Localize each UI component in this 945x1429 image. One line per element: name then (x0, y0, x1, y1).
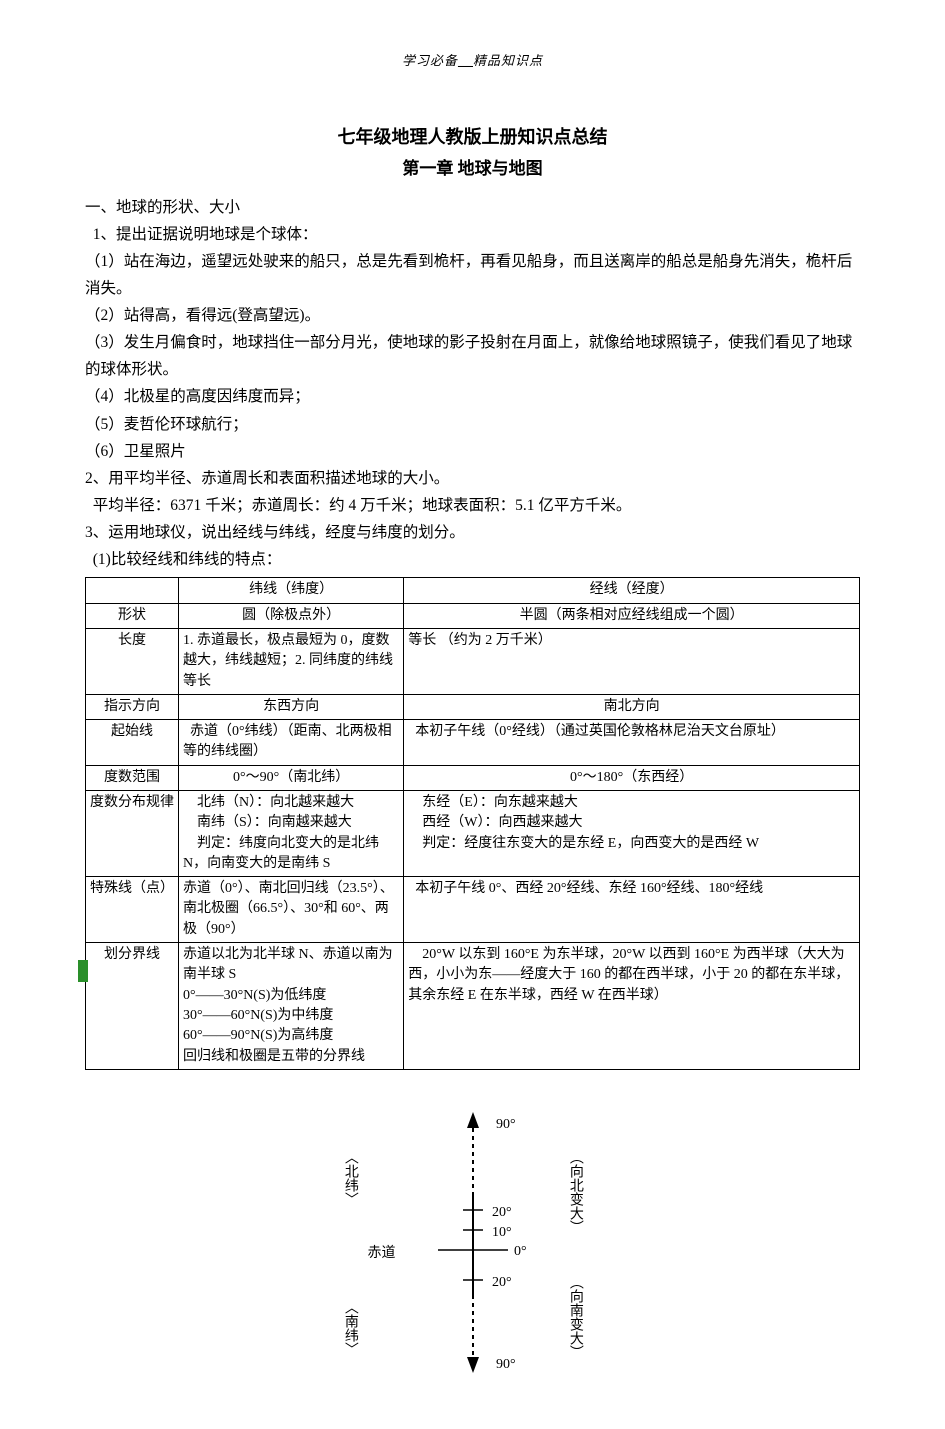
table-row: 形状 圆（除极点外） 半圆（两条相对应经线组成一个圆） (86, 603, 860, 628)
point-1-6: （6）卫星照片 (85, 438, 860, 465)
table-row: 指示方向 东西方向 南北方向 (86, 694, 860, 719)
row-range: 度数范围 (86, 765, 179, 790)
label-south-lat: 〈南纬〉 (343, 1300, 358, 1356)
point-2: 2、用平均半径、赤道周长和表面积描述地球的大小。 (85, 465, 860, 492)
header-right: 精品知识点 (473, 53, 543, 68)
th-blank (86, 578, 179, 603)
table-row: 度数分布规律 北纬（N）：向北越来越大 南纬（S）：向南越来越大 判定：纬度向北… (86, 791, 860, 877)
table-header-row: 纬线（纬度） 经线（经度） (86, 578, 860, 603)
point-3-sub: (1)比较经线和纬线的特点： (85, 546, 860, 573)
label-north-lat: 〈北纬〉 (343, 1150, 358, 1206)
th-longitude: 经线（经度） (404, 578, 860, 603)
cell-len-lat: 1. 赤道最长，极点最短为 0，度数越大，纬线越短；2. 同纬度的纬线等长 (179, 628, 404, 694)
row-distribution: 度数分布规律 (86, 791, 179, 877)
latitude-axis-svg: 90° 20° 10° 0° 20° 90° (258, 1100, 688, 1380)
tick-20n: 20° (492, 1205, 512, 1220)
cell-spec-lat: 赤道（0°）、南北回归线（23.5°）、南北极圈（66.5°）、30°和 60°… (179, 877, 404, 943)
point-3: 3、运用地球仪，说出经线与纬线，经度与纬度的划分。 (85, 519, 860, 546)
cell-dir-lat: 东西方向 (179, 694, 404, 719)
th-latitude: 纬线（纬度） (179, 578, 404, 603)
table-row: 划分界线 赤道以北为北半球 N、赤道以南为南半球 S 0°——30°N(S)为低… (86, 943, 860, 1070)
table-row: 度数范围 0°～90°（南北纬） 0°～180°（东西经） (86, 765, 860, 790)
row-division: 划分界线 (86, 943, 179, 1070)
header-sep: __ (458, 53, 473, 68)
point-2-detail: 平均半径：6371 千米；赤道周长：约 4 万千米；地球表面积：5.1 亿平方千… (85, 492, 860, 519)
row-direction: 指示方向 (86, 694, 179, 719)
header-left: 学习必备 (402, 53, 458, 68)
cell-range-lon: 0°～180°（东西经） (404, 765, 860, 790)
row-special: 特殊线（点） (86, 877, 179, 943)
green-marker-icon (78, 960, 88, 982)
point-1-3: （3）发生月偏食时，地球挡住一部分月光，使地球的影子投射在月面上，就像给地球照镜… (85, 329, 860, 383)
cell-len-lon: 等长 （约为 2 万千米） (404, 628, 860, 694)
tick-90s: 90° (496, 1357, 516, 1372)
cell-dir-lon: 南北方向 (404, 694, 860, 719)
point-1-5: （5）麦哲伦环球航行； (85, 411, 860, 438)
table-row: 长度 1. 赤道最长，极点最短为 0，度数越大，纬线越短；2. 同纬度的纬线等长… (86, 628, 860, 694)
cell-spec-lon: 本初子午线 0°、西经 20°经线、东经 160°经线、180°经线 (404, 877, 860, 943)
document-title: 七年级地理人教版上册知识点总结 (85, 122, 860, 153)
tick-0: 0° (514, 1244, 527, 1259)
label-increase-north: （向北变大） (568, 1150, 583, 1234)
point-1-lead: 1、提出证据说明地球是个球体： (85, 221, 860, 248)
table-row: 起始线 赤道（0°纬线）（距南、北两极相等的纬线圈） 本初子午线（0°经线）（通… (86, 720, 860, 766)
label-equator: 赤道 (368, 1242, 396, 1266)
label-increase-south: （向南变大） (568, 1275, 583, 1359)
latitude-diagram: 90° 20° 10° 0° 20° 90° 〈北纬〉 赤道 〈南纬〉 （向北变… (258, 1100, 688, 1389)
tick-90n: 90° (496, 1117, 516, 1132)
table-row: 特殊线（点） 赤道（0°）、南北回归线（23.5°）、南北极圈（66.5°）、3… (86, 877, 860, 943)
cell-shape-lat: 圆（除极点外） (179, 603, 404, 628)
cell-shape-lon: 半圆（两条相对应经线组成一个圆） (404, 603, 860, 628)
cell-dist-lon: 东经（E）：向东越来越大 西经（W）：向西越来越大 判定：经度往东变大的是东经 … (404, 791, 860, 877)
cell-start-lon: 本初子午线（0°经线）（通过英国伦敦格林尼治天文台原址） (404, 720, 860, 766)
section-heading: 一、地球的形状、大小 (85, 194, 860, 221)
tick-10n: 10° (492, 1225, 512, 1240)
cell-div-lon: 20°W 以东到 160°E 为东半球，20°W 以西到 160°E 为西半球（… (404, 943, 860, 1070)
cell-div-lat: 赤道以北为北半球 N、赤道以南为南半球 S 0°——30°N(S)为低纬度 30… (179, 943, 404, 1070)
tick-20s: 20° (492, 1275, 512, 1290)
row-shape: 形状 (86, 603, 179, 628)
point-1-4: （4）北极星的高度因纬度而异； (85, 383, 860, 410)
body-content: 一、地球的形状、大小 1、提出证据说明地球是个球体： （1）站在海边，遥望远处驶… (85, 194, 860, 574)
page-header-note: 学习必备__精品知识点 (85, 50, 860, 72)
cell-start-lat: 赤道（0°纬线）（距南、北两极相等的纬线圈） (179, 720, 404, 766)
cell-dist-lat: 北纬（N）：向北越来越大 南纬（S）：向南越来越大 判定：纬度向北变大的是北纬 … (179, 791, 404, 877)
cell-range-lat: 0°～90°（南北纬） (179, 765, 404, 790)
comparison-table: 纬线（纬度） 经线（经度） 形状 圆（除极点外） 半圆（两条相对应经线组成一个圆… (85, 577, 860, 1070)
point-1-1: （1）站在海边，遥望远处驶来的船只，总是先看到桅杆，再看见船身，而且送离岸的船总… (85, 248, 860, 302)
row-length: 长度 (86, 628, 179, 694)
point-1-2: （2）站得高，看得远(登高望远)。 (85, 302, 860, 329)
document-subtitle: 第一章 地球与地图 (85, 155, 860, 184)
row-start: 起始线 (86, 720, 179, 766)
